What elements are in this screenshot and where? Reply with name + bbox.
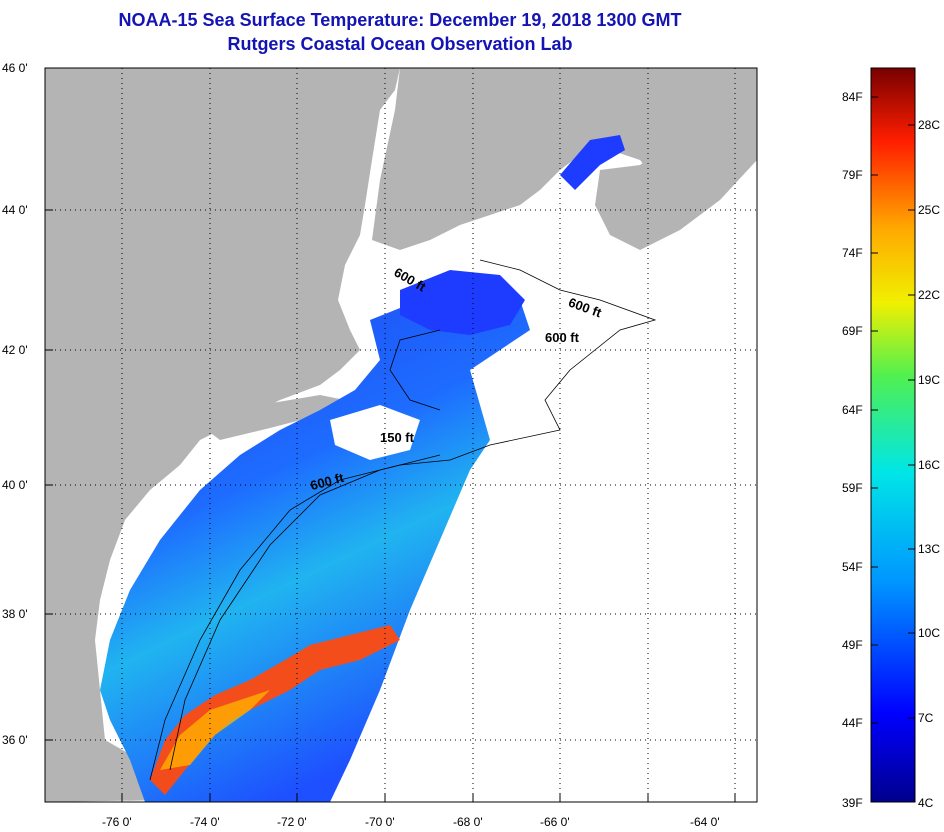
lat-tick-label: 38 0' xyxy=(2,607,28,621)
colorbar-c-label: 10C xyxy=(918,626,941,640)
land-northeast xyxy=(372,68,757,250)
land-mainland xyxy=(45,68,400,802)
sst-gulf-stream-core xyxy=(160,690,270,770)
colorbar-c-label: 22C xyxy=(918,288,941,302)
colorbar-c-label: 7C xyxy=(918,711,934,725)
colorbar-f-label: 69F xyxy=(842,324,863,338)
sst-patch-gulf-maine xyxy=(400,270,525,335)
colorbar-f-label: 49F xyxy=(842,638,863,652)
contour-label: 600 ft xyxy=(545,330,579,345)
lon-tick-label: -70 0' xyxy=(365,815,395,829)
colorbar-f-label: 74F xyxy=(842,246,863,260)
grid-lines xyxy=(45,68,757,802)
lon-tick-label: -68 0' xyxy=(453,815,483,829)
lat-tick-label: 42 0' xyxy=(2,343,28,357)
colorbar-c-label: 16C xyxy=(918,458,941,472)
colorbar-c-label: 19C xyxy=(918,373,941,387)
sst-gulf-stream xyxy=(150,625,400,795)
lat-tick-label: 36 0' xyxy=(2,733,28,747)
colorbar-f-label: 54F xyxy=(842,560,863,574)
colorbar-c-label: 13C xyxy=(918,542,941,556)
land-nova-scotia xyxy=(595,110,757,250)
isobath-contours xyxy=(149,259,657,781)
colorbar-ticks xyxy=(871,96,915,724)
sst-swath xyxy=(100,285,530,802)
lon-tick-label: -76 0' xyxy=(102,815,132,829)
colorbar-f-label: 44F xyxy=(842,716,863,730)
contour-label: 150 ft xyxy=(380,430,414,445)
map-title: NOAA-15 Sea Surface Temperature: Decembe… xyxy=(118,10,682,30)
lat-tick-label: 44 0' xyxy=(2,203,28,217)
lon-tick-label: -66 0' xyxy=(540,815,570,829)
colorbar-f-label: 79F xyxy=(842,168,863,182)
lon-tick-label: -64 0' xyxy=(690,815,720,829)
colorbar-f-label: 39F xyxy=(842,796,863,810)
lat-tick-label: 40 0' xyxy=(2,478,28,492)
lon-tick-label: -74 0' xyxy=(190,815,220,829)
colorbar-c-label: 4C xyxy=(918,796,934,810)
colorbar-c-label: 28C xyxy=(918,118,941,132)
map-border xyxy=(44,67,758,803)
lat-tick-label: 46 0' xyxy=(2,61,28,75)
land-long-island xyxy=(200,395,345,440)
colorbar-c-label: 25C xyxy=(918,203,941,217)
sst-patch-bay-fundy xyxy=(560,135,625,190)
colorbar xyxy=(870,67,916,803)
colorbar-f-label: 84F xyxy=(842,90,863,104)
cloud-patch xyxy=(330,405,420,460)
map-subtitle: Rutgers Coastal Ocean Observation Lab xyxy=(227,34,573,54)
colorbar-f-label: 59F xyxy=(842,481,863,495)
axis-ticks xyxy=(45,67,736,802)
lon-tick-label: -72 0' xyxy=(277,815,307,829)
colorbar-f-label: 64F xyxy=(842,403,863,417)
